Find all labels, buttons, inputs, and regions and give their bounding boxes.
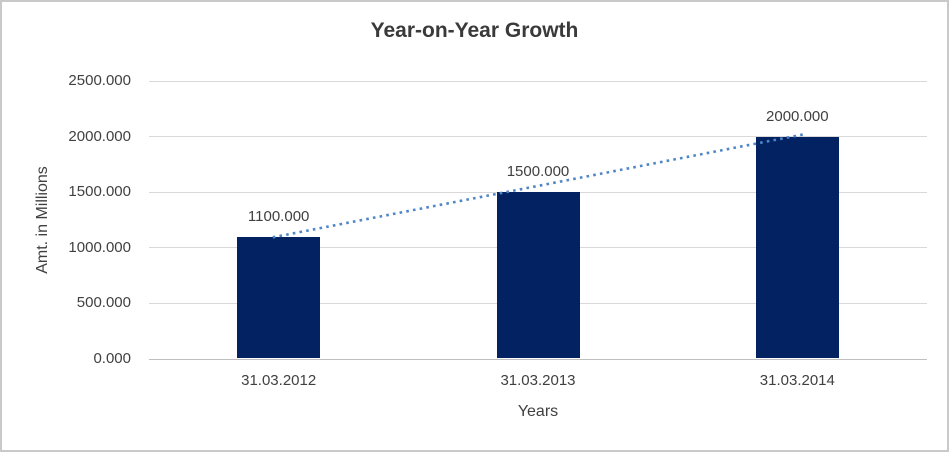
y-tick-label: 1500.000 bbox=[68, 183, 131, 201]
y-tick-label: 0.000 bbox=[93, 350, 131, 367]
data-label: 2000.000 bbox=[766, 107, 829, 125]
y-tick-label: 2000.000 bbox=[68, 127, 131, 145]
x-tick-label: 31.03.2014 bbox=[759, 372, 835, 389]
x-tick-label: 31.03.2013 bbox=[500, 372, 576, 389]
chart-title: Year-on-Year Growth bbox=[370, 19, 579, 42]
y-tick-label: 1000.000 bbox=[68, 238, 131, 256]
y-tick-label: 2500.000 bbox=[68, 72, 131, 89]
x-tick-label: 31.03.2012 bbox=[241, 372, 317, 389]
bar bbox=[755, 136, 839, 359]
x-axis-line bbox=[149, 358, 927, 360]
bar bbox=[237, 236, 321, 359]
bar bbox=[496, 192, 580, 359]
y-tick-label: 500.000 bbox=[76, 294, 131, 312]
data-label: 1500.000 bbox=[506, 163, 570, 181]
x-axis-title: Years bbox=[517, 403, 559, 420]
data-label: 1100.000 bbox=[247, 207, 310, 225]
gridline bbox=[149, 80, 927, 82]
